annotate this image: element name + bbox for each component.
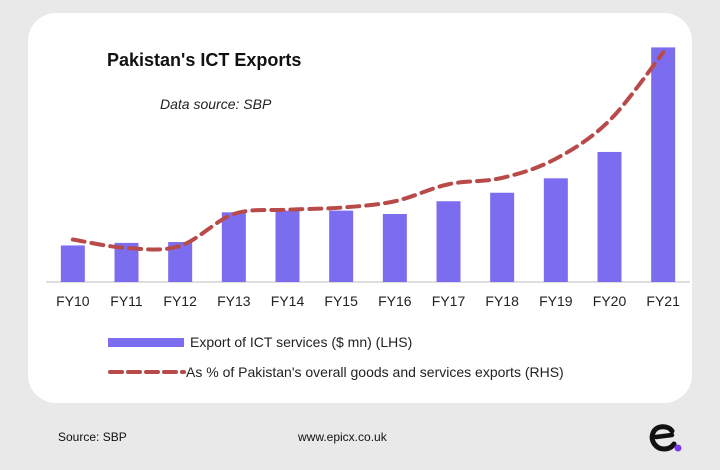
bar-fy19 (543, 178, 568, 282)
legend-item-line: As % of Pakistan's overall goods and ser… (108, 362, 564, 382)
bar-fy15 (329, 210, 354, 282)
legend-line-label: As % of Pakistan's overall goods and ser… (186, 364, 564, 380)
legend-bar-swatch (108, 337, 184, 347)
x-tick-label: FY15 (324, 293, 358, 309)
x-tick-label: FY12 (163, 293, 197, 309)
bar-fy18 (490, 192, 515, 282)
bar-fy10 (60, 245, 85, 282)
bar-fy20 (597, 151, 622, 282)
footer-website[interactable]: www.epicx.co.uk (298, 430, 387, 444)
x-tick-label: FY17 (432, 293, 466, 309)
x-tick-label: FY13 (217, 293, 251, 309)
bar-fy16 (382, 214, 407, 282)
bar-fy13 (221, 212, 246, 282)
bar-fy14 (275, 210, 300, 282)
x-tick-label: FY16 (378, 293, 412, 309)
chart-title: Pakistan's ICT Exports (107, 50, 302, 70)
x-tick-label: FY20 (593, 293, 627, 309)
bar-fy21 (651, 47, 676, 283)
legend-bar-label: Export of ICT services ($ mn) (LHS) (190, 334, 413, 350)
x-tick-label: FY21 (646, 293, 680, 309)
epicx-logo-icon (649, 424, 682, 452)
x-tick-label: FY11 (110, 293, 143, 309)
x-tick-label: FY18 (485, 293, 519, 309)
footer-source: Source: SBP (58, 430, 127, 444)
x-tick-label: FY19 (539, 293, 573, 309)
chart-subtitle: Data source: SBP (160, 96, 272, 112)
legend-line-swatch (108, 370, 186, 374)
series-line-share-of-exports (70, 50, 666, 252)
x-tick-label: FY10 (56, 293, 90, 309)
x-tick-label: FY14 (271, 293, 305, 309)
bar-fy17 (436, 201, 461, 282)
legend-item-bars: Export of ICT services ($ mn) (LHS) (108, 332, 412, 352)
